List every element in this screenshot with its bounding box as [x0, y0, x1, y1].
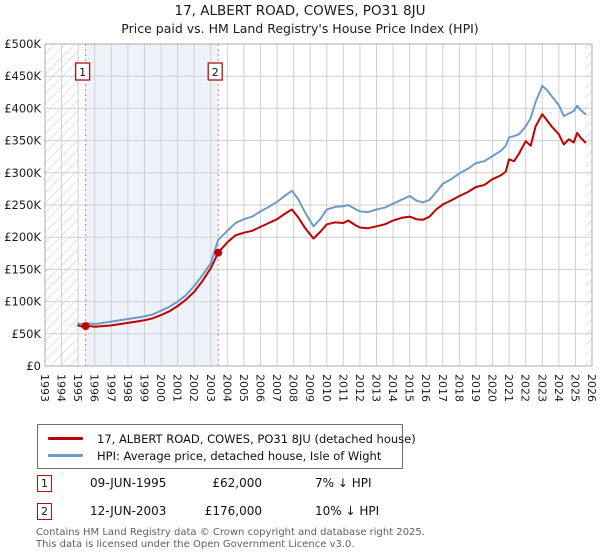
y-axis-tick-label: £450K: [4, 69, 41, 83]
y-axis-tick-label: £100K: [4, 295, 41, 309]
sale-2-marker-badge: 2: [37, 503, 52, 520]
x-axis-tick-label: 2023: [535, 374, 548, 402]
page-subtitle: Price paid vs. HM Land Registry's House …: [121, 21, 479, 36]
x-axis-tick-label: 2001: [171, 374, 184, 402]
legend-label-hpi: HPI: Average price, detached house, Isle…: [97, 448, 382, 463]
price-paid-line: [77, 113, 587, 328]
x-axis-tick-label: 2008: [287, 374, 300, 402]
sale-1-flag-box: [74, 62, 91, 81]
plot-frame: [44, 43, 593, 367]
price-chart-svg: 1 2 £0 £50K £100K £150K £200K £250K £300K £350K £4…: [4, 37, 598, 402]
x-axis-tick-label: 2024: [552, 374, 565, 402]
sale-2-flag-box: [207, 62, 223, 81]
y-axis-tick-label: £500K: [4, 37, 41, 51]
y-axis-tick-label: £350K: [4, 134, 41, 148]
x-axis-tick-label: 2025: [568, 374, 581, 402]
x-axis-tick-label: 1994: [55, 374, 68, 402]
x-axis-tick-label: 2019: [469, 374, 482, 402]
x-axis-tick-label: 2005: [237, 374, 250, 402]
x-axis-tick-label: 2020: [486, 374, 499, 402]
x-axis-tick-label: 1996: [88, 374, 101, 402]
x-axis-tick-label: 2011: [336, 374, 349, 402]
legend-label-price-paid: 17, ALBERT ROAD, COWES, PO31 8JU (detach…: [97, 431, 416, 446]
x-axis-tick-label: 2026: [585, 374, 598, 402]
x-axis-tick-label: 2004: [220, 374, 233, 402]
x-axis-tick-label: 2003: [204, 374, 217, 402]
x-axis-tick-label: 1995: [71, 374, 84, 402]
y-axis-tick-label: £400K: [4, 101, 41, 115]
chart-legend: 17, ALBERT ROAD, COWES, PO31 8JU (detach…: [37, 424, 416, 469]
attribution-line-1: Contains HM Land Registry data © Crown c…: [36, 527, 425, 538]
y-axis-tick-label: £300K: [4, 166, 41, 180]
sale-row-1: 1 09-JUN-1995 £62,000 7% ↓ HPI: [0, 475, 600, 495]
x-axis-tick-label: 2016: [419, 374, 432, 402]
x-axis-tick-label: 2014: [386, 374, 399, 402]
sale-2-point: [214, 248, 223, 257]
x-axis-tick-label: 2002: [187, 374, 200, 402]
sale-1-marker-badge: 1: [37, 475, 52, 492]
x-axis-tick-label: 1993: [38, 374, 51, 402]
sale-1-price: £62,000: [212, 476, 262, 490]
y-axis-tick-label: £200K: [4, 230, 41, 244]
legend-item-hpi: HPI: Average price, detached house, Isle…: [48, 447, 394, 464]
x-axis-tick-label: 2009: [303, 374, 316, 402]
x-axis-tick-label: 2012: [353, 374, 366, 402]
y-axis-tick-label: £250K: [4, 198, 41, 212]
legend-item-price-paid: 17, ALBERT ROAD, COWES, PO31 8JU (detach…: [48, 430, 416, 447]
sale-2-price: £176,000: [204, 504, 262, 518]
attribution-line-2: This data is licensed under the Open Gov…: [36, 538, 355, 550]
x-axis-tick-label: 1998: [121, 374, 134, 402]
x-axis-tick-label: 2021: [502, 374, 515, 402]
sale-2-date: 12-JUN-2003: [90, 504, 167, 518]
x-axis-tick-label: 2017: [436, 374, 449, 402]
x-axis-tick-label: 2022: [519, 374, 532, 402]
sale-2-flag-label: 2: [212, 66, 219, 79]
hpi-line: [77, 84, 587, 326]
x-axis-tick-label: 2015: [403, 374, 416, 402]
sale-2-vs-hpi: 10% ↓ HPI: [315, 504, 380, 518]
sale-1-date: 09-JUN-1995: [90, 476, 167, 490]
y-axis-tick-label: £50K: [12, 327, 42, 341]
x-axis-tick-label: 2006: [253, 374, 266, 402]
sale-1-flag-label: 1: [79, 66, 86, 79]
sale-1-vs-hpi: 7% ↓ HPI: [315, 476, 372, 490]
sale-row-2: 2 12-JUN-2003 £176,000 10% ↓ HPI: [0, 503, 600, 523]
x-axis-tick-label: 2000: [154, 374, 167, 402]
y-axis-tick-label: £0: [26, 359, 41, 373]
x-axis-tick-label: 2010: [320, 374, 333, 402]
sale-1-point: [81, 322, 90, 331]
x-axis-tick-label: 1999: [137, 374, 150, 402]
x-axis-tick-label: 2013: [370, 374, 383, 402]
y-axis-tick-label: £150K: [4, 262, 41, 276]
page-title: 17, ALBERT ROAD, COWES, PO31 8JU: [174, 3, 426, 19]
x-axis-tick-label: 2018: [452, 374, 465, 402]
x-axis-tick-label: 2007: [270, 374, 283, 402]
price-paid-line-swatch: [48, 437, 83, 440]
hpi-line-swatch: [48, 454, 83, 457]
x-axis-tick-label: 1997: [104, 374, 117, 402]
attribution-footer: Contains HM Land Registry data © Crown c…: [36, 527, 596, 550]
